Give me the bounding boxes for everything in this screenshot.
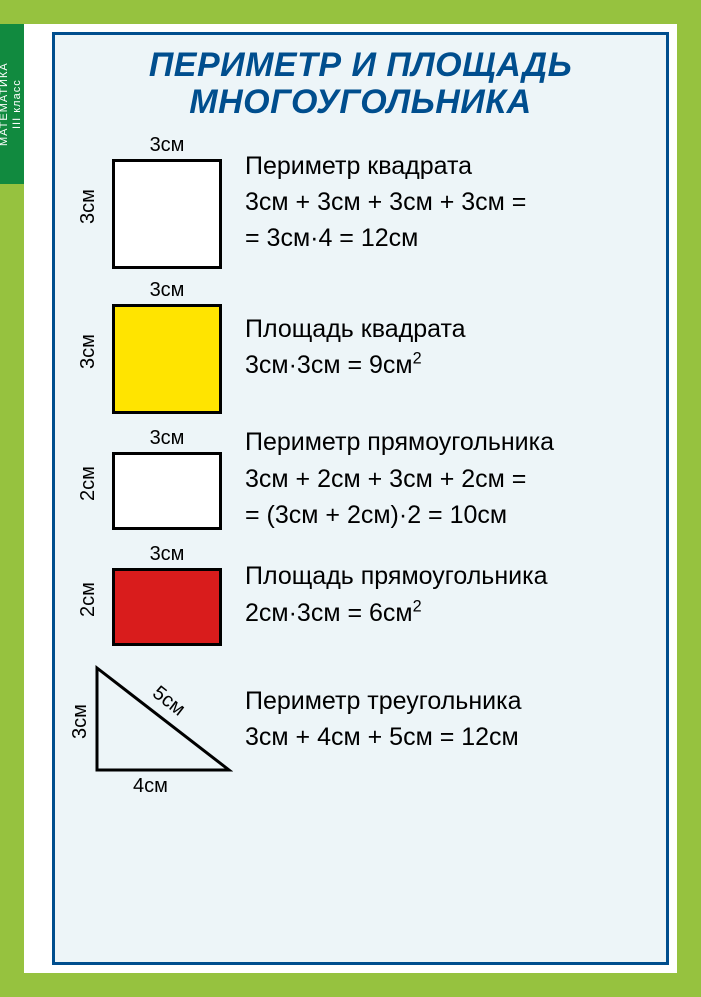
row-triangle-perimeter: 3см 4см 5см Периметр треугольника 3см + …: [63, 664, 658, 774]
dim-left: 3см: [77, 189, 100, 224]
dim-left: 2см: [77, 582, 100, 617]
formula-text: Периметр треугольника 3см + 4см + 5см = …: [243, 683, 521, 756]
text-l2-pre: 3см·3см = 9см: [245, 351, 413, 379]
row-square-perimeter: 3см 3см Периметр квадрата 3см + 3см + 3с…: [63, 134, 658, 269]
shape-cell: 3см 3см: [63, 279, 243, 414]
text-l2-pre: 2см·3см = 6см: [245, 599, 413, 627]
text-l2: 3см + 2см + 3см + 2см =: [245, 465, 526, 493]
content-panel: ПЕРИМЕТР И ПЛОЩАДЬ МНОГОУГОЛЬНИКА 3см 3с…: [52, 32, 669, 965]
poster-title: ПЕРИМЕТР И ПЛОЩАДЬ МНОГОУГОЛЬНИКА: [63, 47, 658, 120]
superscript: 2: [413, 350, 422, 368]
superscript: 2: [413, 597, 422, 615]
row-rect-area: 3см 2см Площадь прямоугольника 2см·3см =…: [63, 543, 658, 646]
side-tab-grade: III класс: [11, 79, 23, 129]
row-square-area: 3см 3см Площадь квадрата 3см·3см = 9см2: [63, 279, 658, 414]
text-l1: Периметр треугольника: [245, 687, 521, 715]
row-rect-perimeter: 3см 2см Периметр прямоугольника 3см + 2с…: [63, 424, 658, 533]
shape-cell: 3см 3см: [63, 134, 243, 269]
side-tab: МАТЕМАТИКА III класс: [0, 24, 24, 184]
dim-top: 3см: [150, 134, 185, 157]
text-l1: Площадь квадрата: [245, 315, 466, 343]
rect-outline: [112, 452, 222, 530]
dim-left: 3см: [77, 334, 100, 369]
text-l1: Периметр квадрата: [245, 152, 472, 180]
triangle-shape: 3см 4см 5см: [93, 664, 233, 774]
triangle-svg: [93, 664, 233, 774]
shape-cell: 3см 2см: [63, 543, 243, 646]
text-l2: 3см + 3см + 3см + 3см =: [245, 188, 526, 216]
title-line-1: ПЕРИМЕТР И ПЛОЩАДЬ: [149, 46, 572, 84]
dim-top: 3см: [150, 543, 185, 566]
square-outline: [112, 159, 222, 269]
formula-text: Площадь квадрата 3см·3см = 9см2: [243, 311, 466, 384]
text-l1: Периметр прямоугольника: [245, 428, 554, 456]
dim-left: 3см: [69, 704, 92, 739]
dim-top: 3см: [150, 427, 185, 450]
formula-text: Периметр прямоугольника 3см + 2см + 3см …: [243, 424, 554, 533]
text-l3: = (3см + 2см)·2 = 10см: [245, 501, 507, 529]
formula-text: Периметр квадрата 3см + 3см + 3см + 3см …: [243, 148, 526, 257]
formula-text: Площадь прямоугольника 2см·3см = 6см2: [243, 558, 547, 631]
text-l2: 3см + 4см + 5см = 12см: [245, 723, 519, 751]
shape-cell: 3см 2см: [63, 427, 243, 530]
dim-top: 3см: [150, 279, 185, 302]
dim-bottom: 4см: [133, 775, 168, 798]
dim-left: 2см: [77, 466, 100, 501]
title-line-2: МНОГОУГОЛЬНИКА: [189, 83, 531, 121]
shape-cell: 3см 4см 5см: [63, 664, 243, 774]
rect-filled: [112, 568, 222, 646]
side-tab-subject: МАТЕМАТИКА: [0, 62, 10, 146]
poster-frame: МАТЕМАТИКА III класс ПЕРИМЕТР И ПЛОЩАДЬ …: [0, 0, 701, 997]
text-l1: Площадь прямоугольника: [245, 562, 547, 590]
square-filled: [112, 304, 222, 414]
text-l3: = 3см·4 = 12см: [245, 224, 418, 252]
